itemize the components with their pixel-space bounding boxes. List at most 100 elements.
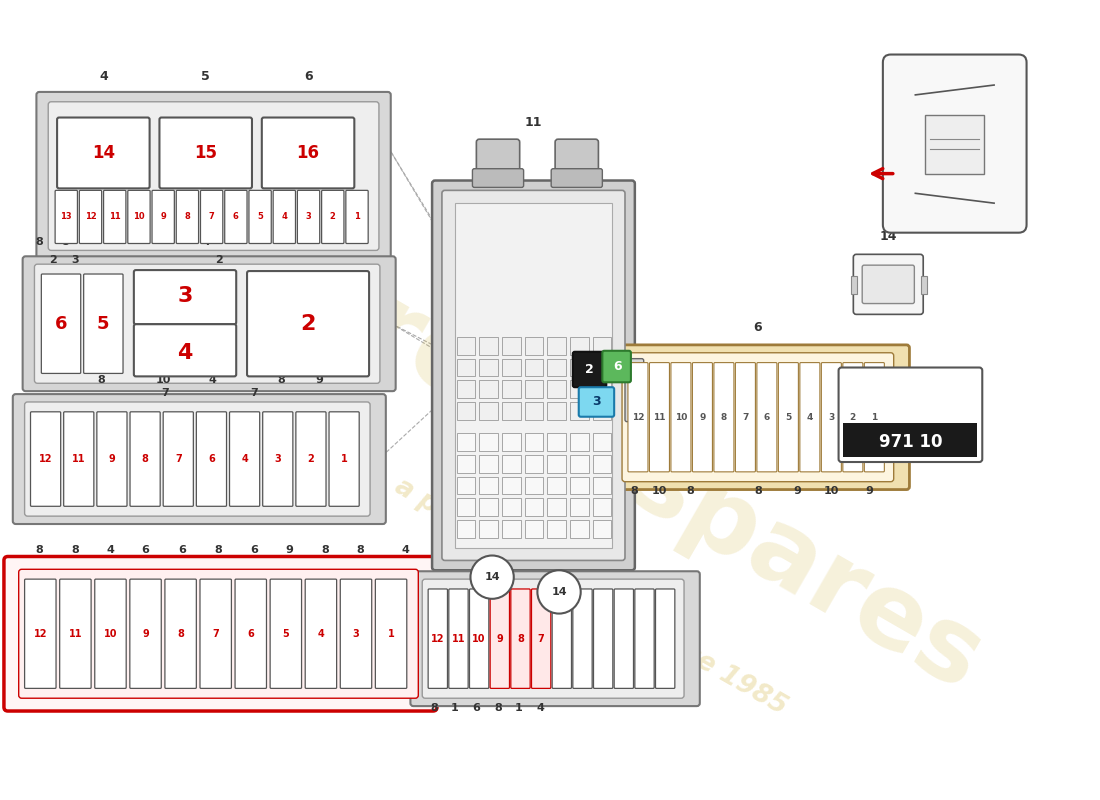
Bar: [547, 402, 565, 420]
Text: 12: 12: [85, 213, 97, 222]
Text: 7: 7: [175, 454, 182, 464]
Bar: [925, 114, 985, 174]
FancyBboxPatch shape: [235, 579, 266, 688]
FancyBboxPatch shape: [4, 557, 437, 711]
FancyBboxPatch shape: [55, 190, 77, 243]
Text: 10: 10: [156, 375, 172, 386]
Text: 10: 10: [133, 213, 145, 222]
Text: 4: 4: [806, 413, 813, 422]
FancyBboxPatch shape: [862, 265, 914, 303]
Bar: [456, 498, 475, 516]
Text: 7: 7: [250, 388, 257, 398]
Text: 13: 13: [60, 213, 73, 222]
Text: 8: 8: [185, 213, 190, 222]
Bar: [547, 498, 565, 516]
Bar: [502, 520, 520, 538]
Bar: [570, 380, 589, 398]
Text: 1: 1: [341, 454, 348, 464]
Text: 1: 1: [354, 213, 360, 222]
Bar: [922, 276, 927, 294]
FancyBboxPatch shape: [865, 362, 884, 472]
FancyBboxPatch shape: [649, 362, 670, 472]
Text: 12: 12: [647, 400, 664, 413]
Bar: [456, 402, 475, 420]
Text: 7: 7: [212, 629, 219, 638]
Text: 8: 8: [630, 486, 638, 497]
Text: 9: 9: [161, 213, 166, 222]
FancyBboxPatch shape: [579, 387, 614, 417]
Text: 3: 3: [828, 413, 835, 422]
Text: 7: 7: [204, 238, 211, 247]
FancyBboxPatch shape: [230, 412, 260, 506]
Bar: [593, 380, 612, 398]
Bar: [456, 434, 475, 451]
FancyBboxPatch shape: [134, 270, 236, 324]
FancyBboxPatch shape: [531, 589, 551, 688]
FancyBboxPatch shape: [64, 412, 94, 506]
FancyBboxPatch shape: [671, 362, 691, 472]
FancyBboxPatch shape: [736, 362, 756, 472]
Text: 9: 9: [142, 629, 148, 638]
FancyBboxPatch shape: [692, 362, 713, 472]
FancyBboxPatch shape: [305, 579, 337, 688]
Text: 5: 5: [201, 70, 210, 83]
Text: 14: 14: [880, 230, 896, 242]
Bar: [456, 380, 475, 398]
Text: 8: 8: [35, 238, 43, 247]
FancyBboxPatch shape: [476, 139, 519, 186]
FancyBboxPatch shape: [321, 190, 344, 243]
FancyBboxPatch shape: [57, 118, 150, 188]
Text: 4: 4: [209, 375, 217, 386]
Text: 6: 6: [248, 629, 254, 638]
FancyBboxPatch shape: [410, 571, 700, 706]
FancyBboxPatch shape: [422, 579, 684, 698]
Bar: [480, 337, 498, 354]
Text: 8: 8: [356, 545, 364, 554]
Text: 6: 6: [250, 545, 257, 554]
FancyBboxPatch shape: [176, 190, 199, 243]
Bar: [525, 402, 543, 420]
Text: 12: 12: [39, 454, 53, 464]
FancyBboxPatch shape: [200, 190, 223, 243]
FancyBboxPatch shape: [491, 589, 509, 688]
Bar: [547, 337, 565, 354]
Text: 10: 10: [103, 629, 118, 638]
Text: 6: 6: [472, 703, 481, 713]
FancyBboxPatch shape: [24, 402, 370, 516]
Text: 8: 8: [214, 545, 222, 554]
Bar: [844, 423, 978, 457]
Bar: [570, 337, 589, 354]
FancyBboxPatch shape: [165, 579, 196, 688]
Bar: [570, 477, 589, 494]
Bar: [593, 498, 612, 516]
Text: 1: 1: [387, 629, 395, 638]
FancyBboxPatch shape: [163, 412, 194, 506]
Text: 11: 11: [109, 213, 121, 222]
Text: 14: 14: [551, 587, 566, 597]
Text: 5: 5: [785, 413, 792, 422]
Text: 11: 11: [525, 116, 542, 130]
FancyBboxPatch shape: [594, 589, 613, 688]
Bar: [480, 498, 498, 516]
FancyBboxPatch shape: [19, 570, 418, 698]
FancyBboxPatch shape: [345, 190, 368, 243]
Text: 1: 1: [871, 413, 878, 422]
Text: 11: 11: [653, 413, 666, 422]
FancyBboxPatch shape: [42, 274, 80, 374]
Text: 12: 12: [34, 629, 47, 638]
FancyBboxPatch shape: [552, 589, 572, 688]
Text: 8: 8: [430, 703, 438, 713]
Bar: [525, 358, 543, 376]
FancyBboxPatch shape: [31, 412, 60, 506]
FancyBboxPatch shape: [34, 264, 379, 383]
Text: 6: 6: [142, 545, 150, 554]
FancyBboxPatch shape: [84, 274, 123, 374]
Text: 3: 3: [274, 454, 282, 464]
Text: 8: 8: [720, 413, 727, 422]
FancyBboxPatch shape: [470, 589, 488, 688]
Bar: [593, 520, 612, 538]
Text: 2: 2: [330, 213, 336, 222]
Bar: [502, 498, 520, 516]
FancyBboxPatch shape: [263, 412, 293, 506]
Bar: [570, 498, 589, 516]
